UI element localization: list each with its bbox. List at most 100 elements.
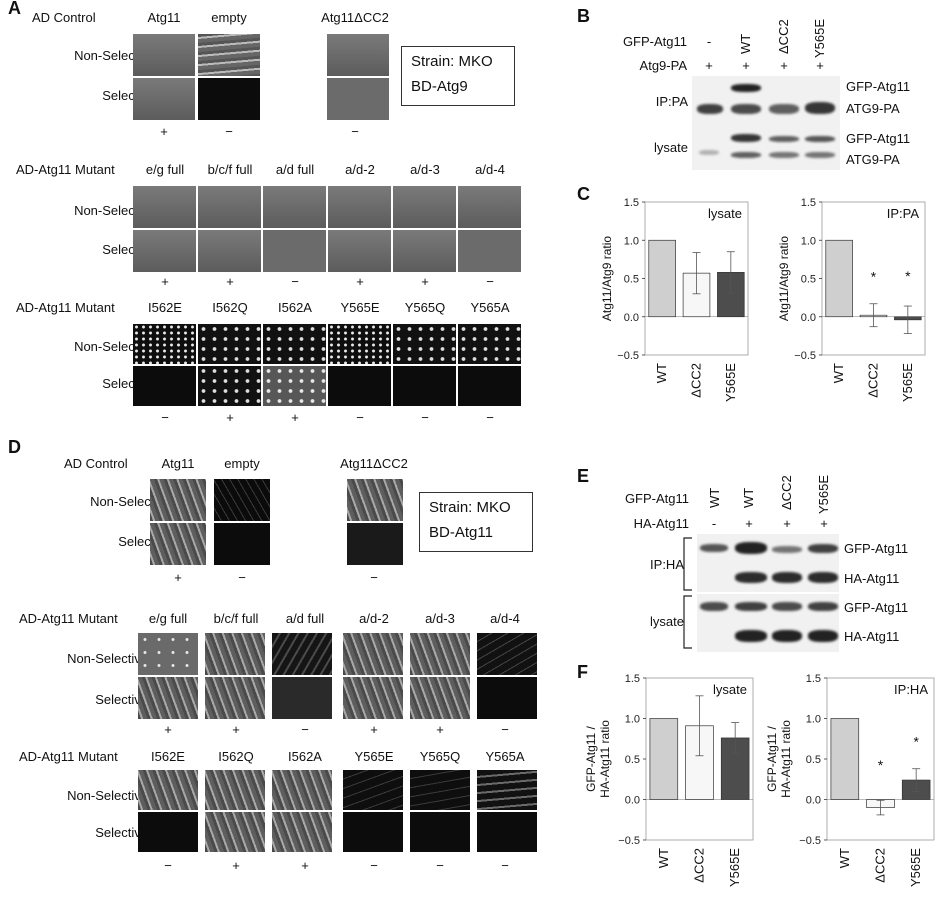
e-lane-value: WT xyxy=(741,487,756,508)
a-mut2-col: I562Q xyxy=(212,300,248,315)
x-tick-label: ΔCC2 xyxy=(689,363,704,398)
e-brackets xyxy=(683,537,692,649)
e-lane-value: + xyxy=(783,516,791,531)
a-plate xyxy=(393,324,456,364)
b-band xyxy=(805,152,835,158)
d-mut1-col: a/d-2 xyxy=(359,611,389,626)
d-mut1-col: b/c/f full xyxy=(213,611,259,626)
e-lane-value: ΔCC2 xyxy=(779,475,794,510)
d-mutant-header-1: AD-Atg11 Mutant xyxy=(19,611,118,626)
d-mut2-col: Y565A xyxy=(485,749,525,764)
a-plate xyxy=(393,230,456,272)
chart-c-ip: 1.5 1.0 0.5 0.0 −0.5 Atg11/Atg9 ratio IP:PA WT *… xyxy=(777,197,926,402)
a-result: − xyxy=(161,410,169,425)
b-blot-ip xyxy=(692,76,840,126)
a-result: − xyxy=(291,274,299,289)
d-result: + xyxy=(370,722,378,737)
a-plate xyxy=(198,324,261,364)
panel-letter-d: D xyxy=(8,437,21,457)
d-mut2-col: I562Q xyxy=(218,749,254,764)
d-control-header: AD Control xyxy=(64,456,128,471)
significance-marker: * xyxy=(913,734,919,750)
d-plate xyxy=(214,523,270,565)
a-plate xyxy=(458,186,521,228)
a-col-dcc2: Atg11ΔCC2 xyxy=(321,10,389,25)
d-row-selective: Selective xyxy=(95,825,148,840)
a-plate xyxy=(263,324,326,364)
y-tick-label: 0.0 xyxy=(801,312,816,324)
d-result: − xyxy=(370,570,378,585)
x-tick-label: WT xyxy=(831,363,846,383)
y-tick-label: 1.0 xyxy=(624,235,639,247)
a-mut2-col: Y565E xyxy=(340,300,380,315)
e-band-label: HA-Atg11 xyxy=(844,629,900,644)
d-plate xyxy=(347,523,403,565)
y-tick-label: 1.5 xyxy=(624,197,639,209)
a-result: − xyxy=(421,410,429,425)
panel-letter-e: E xyxy=(577,466,590,486)
a-mut2-col: Y565A xyxy=(470,300,510,315)
d-result: + xyxy=(301,858,309,873)
e-band-label: HA-Atg11 xyxy=(844,571,900,586)
b-band xyxy=(805,136,835,142)
d-strain-box: Strain: MKO BD-Atg11 xyxy=(419,492,533,552)
a-plate-empty-s xyxy=(198,78,260,120)
e-row1-label: GFP-Atg11 xyxy=(624,491,689,506)
d-row-nonselective: Non-Selective xyxy=(67,651,148,666)
e-band-label: GFP-Atg11 xyxy=(844,541,909,556)
d-plate xyxy=(343,812,403,852)
d-plate xyxy=(410,633,470,675)
d-mut2-col: I562E xyxy=(151,749,185,764)
b-lane-value: Y565E xyxy=(812,18,827,58)
d-plate xyxy=(343,770,403,810)
d-plate xyxy=(150,523,206,565)
y-tick-label: −0.5 xyxy=(618,835,640,847)
e-row2-label: HA-Atg11 xyxy=(633,516,689,531)
d-plate xyxy=(138,812,198,852)
e-band xyxy=(700,544,728,552)
a-plate-dcc2-s xyxy=(327,78,389,120)
d-plate xyxy=(205,770,265,810)
a-plate xyxy=(198,186,261,228)
y-axis-label: Atg11/Atg9 ratio xyxy=(600,236,614,321)
d-plate xyxy=(410,677,470,719)
d-result: + xyxy=(174,570,182,585)
a-plate xyxy=(393,366,456,406)
b-lane-value: ΔCC2 xyxy=(776,19,791,54)
b-band-label: ATG9-PA xyxy=(846,152,900,167)
x-tick-label: WT xyxy=(654,363,669,383)
d-result: + xyxy=(232,722,240,737)
x-tick-label: Y565E xyxy=(900,363,915,402)
a-plate xyxy=(198,366,261,406)
d-plate xyxy=(138,677,198,719)
x-tick-label: ΔCC2 xyxy=(866,363,881,398)
d-plate xyxy=(272,770,332,810)
d-row-nonselective: Non-Selective xyxy=(67,788,148,803)
y-tick-label: −0.5 xyxy=(617,350,639,362)
y-tick-label: 0.0 xyxy=(625,795,640,807)
d-plate xyxy=(477,633,537,675)
a-mutant-header-2: AD-Atg11 Mutant xyxy=(16,300,115,315)
d-col-atg11: Atg11 xyxy=(161,456,195,471)
e-band xyxy=(735,572,767,583)
a-control-header: AD Control xyxy=(32,10,96,25)
b-band xyxy=(805,102,835,114)
b-row1-label: GFP-Atg11 xyxy=(622,34,687,49)
y-tick-label: −0.5 xyxy=(794,350,816,362)
e-band xyxy=(772,602,802,611)
d-plate xyxy=(343,633,403,675)
a-plate xyxy=(328,186,391,228)
d-mut2-col: I562A xyxy=(288,749,322,764)
a-col-empty: empty xyxy=(211,10,247,25)
a-result: − xyxy=(486,410,494,425)
b-lane-value: - xyxy=(706,34,712,49)
bar-WT xyxy=(649,718,679,800)
chart-title: IP:PA xyxy=(887,206,920,221)
a-result: − xyxy=(486,274,494,289)
e-blot-ip xyxy=(697,534,839,592)
a-plate xyxy=(328,324,391,364)
a-col-atg11: Atg11 xyxy=(147,10,181,25)
chart-title: lysate xyxy=(713,682,747,697)
y-tick-label: 0.0 xyxy=(624,312,639,324)
a-result: + xyxy=(160,124,168,139)
